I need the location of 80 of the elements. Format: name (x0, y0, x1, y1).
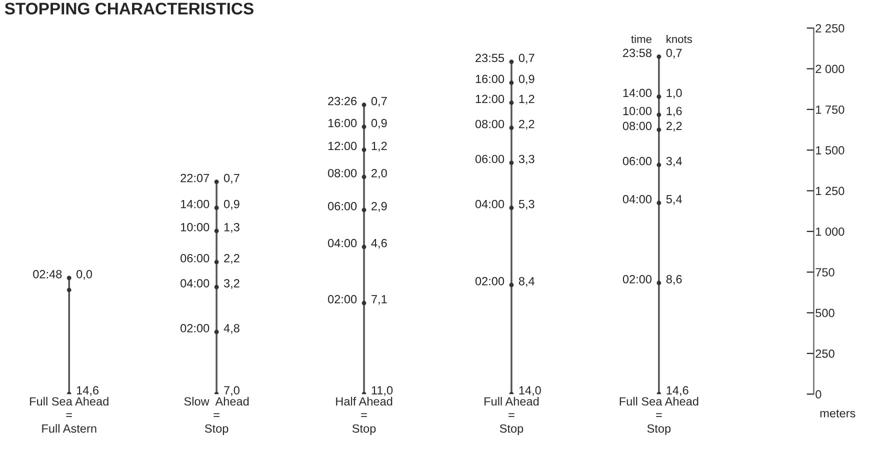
annotation: 2,2 (666, 122, 682, 132)
annotation: 06:00 (328, 202, 357, 210)
annotation: 2,2 (224, 254, 240, 264)
annotation: 0,7 (371, 96, 387, 107)
annotation: 4,6 (371, 238, 387, 249)
y-tick-label: 1 500 (816, 146, 844, 154)
annotation: 23:26 (328, 96, 357, 106)
annotation: 0,9 (518, 74, 534, 85)
annotation: 02:48 (33, 270, 62, 278)
annotation: 2,9 (372, 202, 387, 212)
annotation: 02:00 (328, 295, 357, 304)
annotation: 7,0 (224, 386, 240, 396)
y-tick-label: 2 250 (816, 24, 844, 32)
annotation: 23:55 (476, 54, 504, 62)
chart-title: STOPPING CHARACTERISTICS (4, 2, 254, 15)
x-tick-label: Full Sea Ahead = Full Astern (30, 396, 108, 433)
annotation: 1,2 (372, 142, 387, 152)
annotation: 3,4 (666, 156, 682, 167)
annotation: 0,9 (224, 200, 240, 210)
annotation: 5,3 (518, 200, 534, 210)
y-tick-label: 2 000 (816, 64, 844, 74)
y-tick-label: 500 (816, 308, 834, 318)
y-tick-label: 750 (816, 268, 834, 276)
annotation: 0,7 (666, 48, 682, 59)
annotation: 1,2 (519, 94, 534, 105)
annotation: 1,3 (224, 222, 240, 233)
annotation: 04:00 (622, 194, 652, 204)
annotation: 16:00 (328, 118, 357, 128)
annotation: 2,0 (372, 168, 387, 179)
annotation: 4,8 (224, 324, 240, 334)
annotation: 0,9 (371, 118, 387, 129)
annotation: 0,0 (76, 270, 92, 280)
annotation: 2,2 (519, 120, 534, 130)
annotation: time (631, 34, 652, 44)
annotation: 08:00 (328, 168, 357, 178)
annotation: 14,6 (76, 386, 99, 396)
y-tick-label: 1 750 (816, 105, 844, 114)
annotation: 06:00 (475, 154, 504, 164)
annotation: 08:00 (622, 122, 652, 130)
annotation: 04:00 (180, 279, 210, 288)
annotation: 02:00 (475, 276, 504, 286)
annotation: 16:00 (476, 74, 504, 84)
annotation: 11,0 (372, 386, 393, 396)
annotation: 23:58 (623, 48, 652, 58)
annotation: 06:00 (622, 156, 652, 166)
annotation: 04:00 (328, 238, 357, 248)
annotation: 14:00 (180, 200, 210, 208)
x-tick-label: Full Sea Ahead = Stop (620, 396, 698, 436)
annotation: 14:00 (623, 88, 652, 98)
annotation: 8,6 (666, 275, 682, 285)
annotation: 0,7 (224, 174, 240, 184)
y-axis-title: meters (820, 410, 856, 418)
y-tick-label: 250 (816, 349, 834, 358)
annotation: 02:00 (180, 324, 210, 332)
x-tick-label: Full Ahead = Stop (484, 396, 539, 436)
annotation: 22:07 (180, 174, 210, 182)
y-tick-label: 1 250 (816, 186, 844, 196)
annotation: 02:00 (622, 275, 652, 284)
annotation: 12:00 (476, 94, 504, 104)
annotation: 04:00 (475, 200, 504, 208)
annotation: 1,6 (666, 106, 682, 117)
annotation: 0,7 (518, 54, 534, 64)
annotation: 5,4 (666, 195, 682, 205)
annotation: 3,3 (518, 154, 534, 165)
y-tick-label: 1 000 (816, 227, 844, 236)
y-tick-label: 0 (816, 390, 822, 399)
annotation: 10:00 (623, 106, 652, 116)
annotation: 1,0 (666, 88, 682, 99)
annotation: 3,2 (224, 279, 240, 289)
annotation: 8,4 (518, 276, 534, 287)
x-tick-label: Slow Ahead = Stop (184, 396, 249, 436)
annotation: 14,6 (666, 386, 688, 396)
x-tick-label: Half Ahead = Stop (336, 396, 392, 436)
annotation: 10:00 (180, 222, 210, 232)
annotation: 12:00 (328, 142, 357, 150)
annotation: knots (666, 34, 692, 44)
annotation: 7,1 (372, 295, 387, 305)
annotation: 14,0 (519, 386, 541, 396)
annotation: 08:00 (475, 120, 504, 128)
annotation: 06:00 (180, 254, 210, 262)
